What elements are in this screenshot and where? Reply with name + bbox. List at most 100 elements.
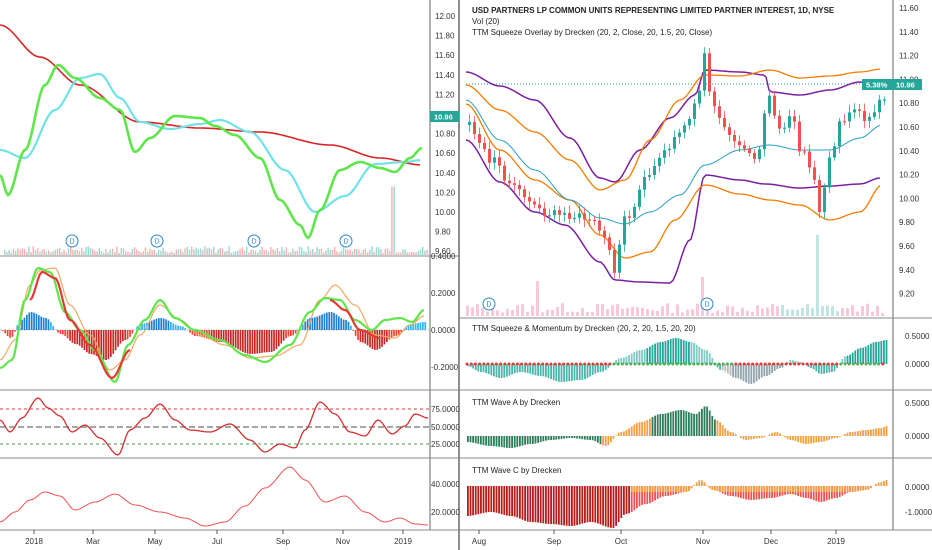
oscillator-histogram-bar <box>318 315 321 330</box>
oscillator-histogram-bar <box>26 314 28 330</box>
left-price-tick-label: 12.00 <box>435 12 456 21</box>
squeeze-histogram-bar <box>794 360 797 364</box>
volume-bar <box>771 303 774 316</box>
squeeze-dot <box>793 362 797 366</box>
volume-bar <box>173 252 175 255</box>
volume-bar <box>706 306 709 316</box>
volume-bar <box>406 252 408 255</box>
left-rsi-axis: 75.0000 50.0000 25.0000 <box>431 405 460 449</box>
squeeze-dot <box>696 362 700 366</box>
volume-bar <box>806 304 809 316</box>
wave-c-tick-label: -1.0000 <box>905 508 932 517</box>
volume-bar <box>296 250 298 255</box>
candle-body <box>738 141 741 146</box>
oscillator-histogram-bar <box>390 330 393 338</box>
squeeze-dot <box>599 362 603 366</box>
squeeze-histogram-bar <box>563 364 565 382</box>
squeeze-histogram-bar <box>490 364 493 376</box>
wave-c-bar-cap <box>716 486 719 491</box>
wave-c-bar-cap <box>729 486 732 492</box>
oscillator-histogram-bar <box>196 330 199 337</box>
squeeze-dot <box>851 362 855 366</box>
volume-bar <box>846 308 849 316</box>
momentum-line-down <box>29 270 131 380</box>
oscillator-histogram-bar <box>184 328 187 330</box>
wave-a-bar <box>477 436 480 444</box>
dividend-marker-label: D <box>154 239 159 246</box>
squeeze-histogram-bar <box>643 349 646 364</box>
volume-bar <box>726 305 729 316</box>
oscillator-histogram-bar <box>110 330 112 357</box>
squeeze-histogram-bar <box>807 364 810 368</box>
wave-a-bar <box>636 423 638 436</box>
wave-a-bar <box>563 436 565 439</box>
moving-average-short-line <box>0 63 423 240</box>
left-price-tick-label: 11.20 <box>435 90 455 99</box>
dividend-marker-label: D <box>343 239 348 246</box>
wave-c-bar-cap <box>737 486 740 492</box>
pct-tag: 5.38% <box>866 81 888 90</box>
left-lower-tick-label: 40.0000 <box>431 480 460 489</box>
wave-c-bar-cap <box>747 486 750 492</box>
wave-c-bar <box>820 486 823 502</box>
wave-c-bar-cap <box>708 486 711 489</box>
wave-a-bar <box>521 436 524 446</box>
wave-a-bar <box>524 436 526 445</box>
oscillator-histogram-bar <box>354 330 357 336</box>
volume-bar <box>741 307 744 316</box>
volume-bar <box>395 252 397 255</box>
oscillator-histogram-bar <box>412 323 415 330</box>
candle-body <box>498 157 501 166</box>
oscillator-histogram-bar <box>294 330 297 334</box>
squeeze-dot <box>608 362 612 366</box>
dividend-marker <box>700 297 714 311</box>
right-time-tick-label: Oct <box>615 537 628 546</box>
volume-bar <box>526 311 529 316</box>
left-time-axis: 2018 Mar May Jul Sep Nov 2019 <box>25 530 412 546</box>
squeeze-histogram-bar <box>815 364 818 372</box>
oscillator-histogram-bar <box>177 325 179 330</box>
oscillator-histogram-bar <box>268 330 271 353</box>
squeeze-histogram-bar <box>708 353 711 364</box>
wave-c-bar-cap <box>724 486 727 492</box>
candle-body <box>673 136 676 149</box>
wave-c-bar-cap <box>802 486 805 492</box>
left-osc-tick-label: 0.0000 <box>431 326 456 335</box>
squeeze-histogram-bar <box>519 364 521 373</box>
volume-bar <box>96 251 98 255</box>
wave-a-bar <box>685 411 688 436</box>
wave-c-bar <box>555 486 558 525</box>
oscillator-histogram-bar <box>386 330 388 342</box>
oscillator-histogram-bar <box>388 330 391 340</box>
candle-body <box>688 118 691 126</box>
oscillator-histogram-bar <box>419 322 422 330</box>
wave-a-bar <box>506 436 508 448</box>
candle-body <box>808 151 811 168</box>
wave-c-bar <box>482 486 485 513</box>
wave-a-bar <box>495 436 498 447</box>
wave-a-bar <box>604 436 607 446</box>
wave-c-bar <box>651 486 654 502</box>
wave-c-bar <box>833 486 836 499</box>
wave-a-bar <box>763 436 766 438</box>
candle-body <box>748 148 751 154</box>
squeeze-histogram-bar <box>633 352 636 364</box>
right-price-tick-label: 9.20 <box>899 290 915 299</box>
volume-bar <box>140 252 142 255</box>
volume-bar <box>103 252 105 255</box>
left-price-tick-label: 9.60 <box>435 247 451 256</box>
squeeze-dot <box>646 362 650 366</box>
right-price-tick-label: 11.20 <box>899 52 919 61</box>
volume-bar <box>781 304 784 316</box>
oscillator-histogram-bar <box>314 317 316 330</box>
wave-a-bar <box>828 436 831 440</box>
squeeze-histogram-bar <box>706 350 708 364</box>
volume-bar <box>836 311 839 316</box>
squeeze-dot <box>524 362 528 366</box>
squeeze-histogram-bar <box>846 355 849 364</box>
oscillator-histogram-bar <box>326 312 328 330</box>
candle-body <box>658 157 661 167</box>
wave-c-bar <box>825 486 828 501</box>
